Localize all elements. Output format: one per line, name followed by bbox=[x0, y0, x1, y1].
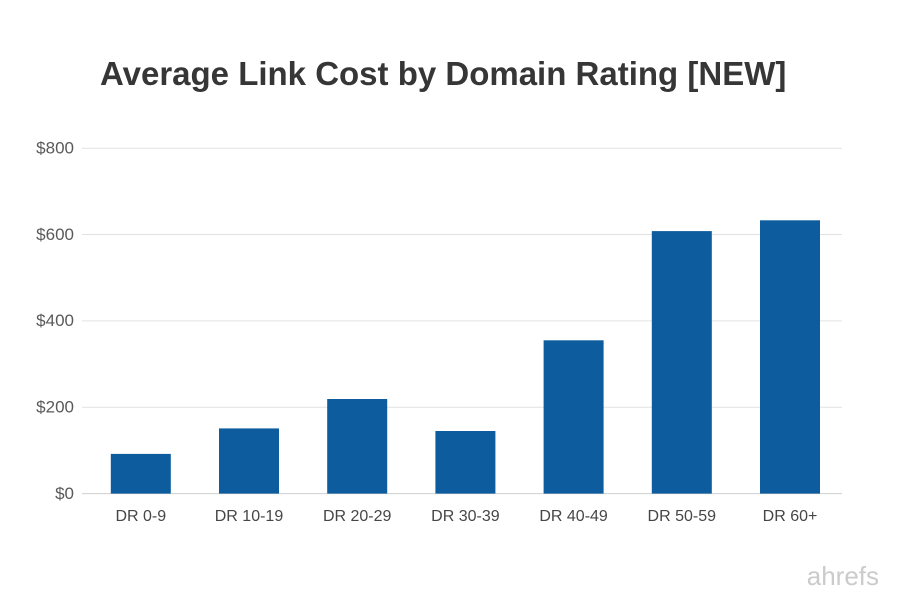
svg-text:DR 50-59: DR 50-59 bbox=[648, 508, 717, 525]
svg-text:DR 40-49: DR 40-49 bbox=[539, 508, 608, 525]
svg-text:DR 0-9: DR 0-9 bbox=[115, 508, 166, 525]
svg-text:DR 10-19: DR 10-19 bbox=[215, 508, 284, 525]
svg-text:DR 20-29: DR 20-29 bbox=[323, 508, 392, 525]
svg-text:DR 30-39: DR 30-39 bbox=[431, 508, 500, 525]
svg-text:ahrefs: ahrefs bbox=[807, 561, 879, 591]
svg-text:$600: $600 bbox=[36, 225, 74, 244]
svg-text:$400: $400 bbox=[36, 311, 74, 330]
svg-text:$200: $200 bbox=[36, 398, 74, 417]
svg-text:$800: $800 bbox=[36, 139, 74, 158]
svg-text:DR 60+: DR 60+ bbox=[763, 508, 818, 525]
svg-text:$0: $0 bbox=[55, 484, 74, 503]
